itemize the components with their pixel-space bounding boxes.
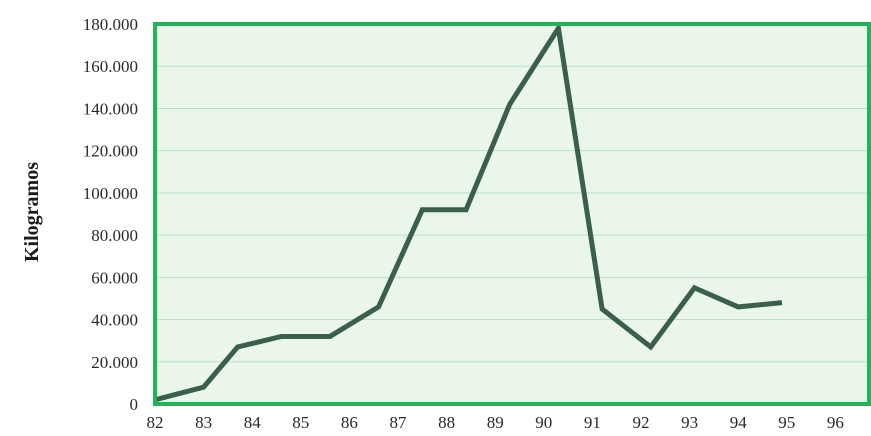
x-tick-label: 86 [341, 413, 358, 432]
y-tick-label: 100.000 [83, 184, 138, 203]
y-tick-label: 120.000 [83, 142, 138, 161]
y-tick-label: 60.000 [91, 268, 138, 287]
x-tick-label: 87 [390, 413, 408, 432]
plot-frame [153, 22, 871, 406]
x-tick-label: 96 [827, 413, 844, 432]
x-tick-label: 91 [584, 413, 601, 432]
series [154, 21, 783, 403]
x-tick-label: 88 [438, 413, 455, 432]
x-tick-label: 89 [487, 413, 504, 432]
x-tick-label: 95 [778, 413, 795, 432]
y-tick-label: 160.000 [83, 57, 138, 76]
y-tick-label: 180.000 [83, 15, 138, 34]
y-tick-label: 20.000 [91, 353, 138, 372]
y-tick-label: 40.000 [91, 311, 138, 330]
x-tick-label: 92 [633, 413, 650, 432]
gridlines [155, 65, 871, 363]
x-tick-label: 94 [730, 413, 748, 432]
y-tick-label: 80.000 [91, 226, 138, 245]
x-tick-label: 83 [195, 413, 212, 432]
x-tick-label: 84 [244, 413, 262, 432]
x-axis-ticks: 82 83 84 85 86 87 88 89 90 91 92 93 94 95 96 [147, 413, 844, 432]
y-axis-ticks: 0 20.000 40.000 60.000 80.000 100.000 120.000 1… [83, 15, 138, 414]
plot-area [155, 24, 871, 404]
x-tick-label: 82 [147, 413, 164, 432]
y-tick-label: 0 [130, 395, 139, 414]
y-tick-label: 140.000 [83, 99, 138, 118]
x-tick-label: 85 [292, 413, 309, 432]
x-tick-label: 90 [535, 413, 552, 432]
y-axis-title: Kilogramos [21, 162, 43, 262]
x-tick-label: 93 [681, 413, 698, 432]
